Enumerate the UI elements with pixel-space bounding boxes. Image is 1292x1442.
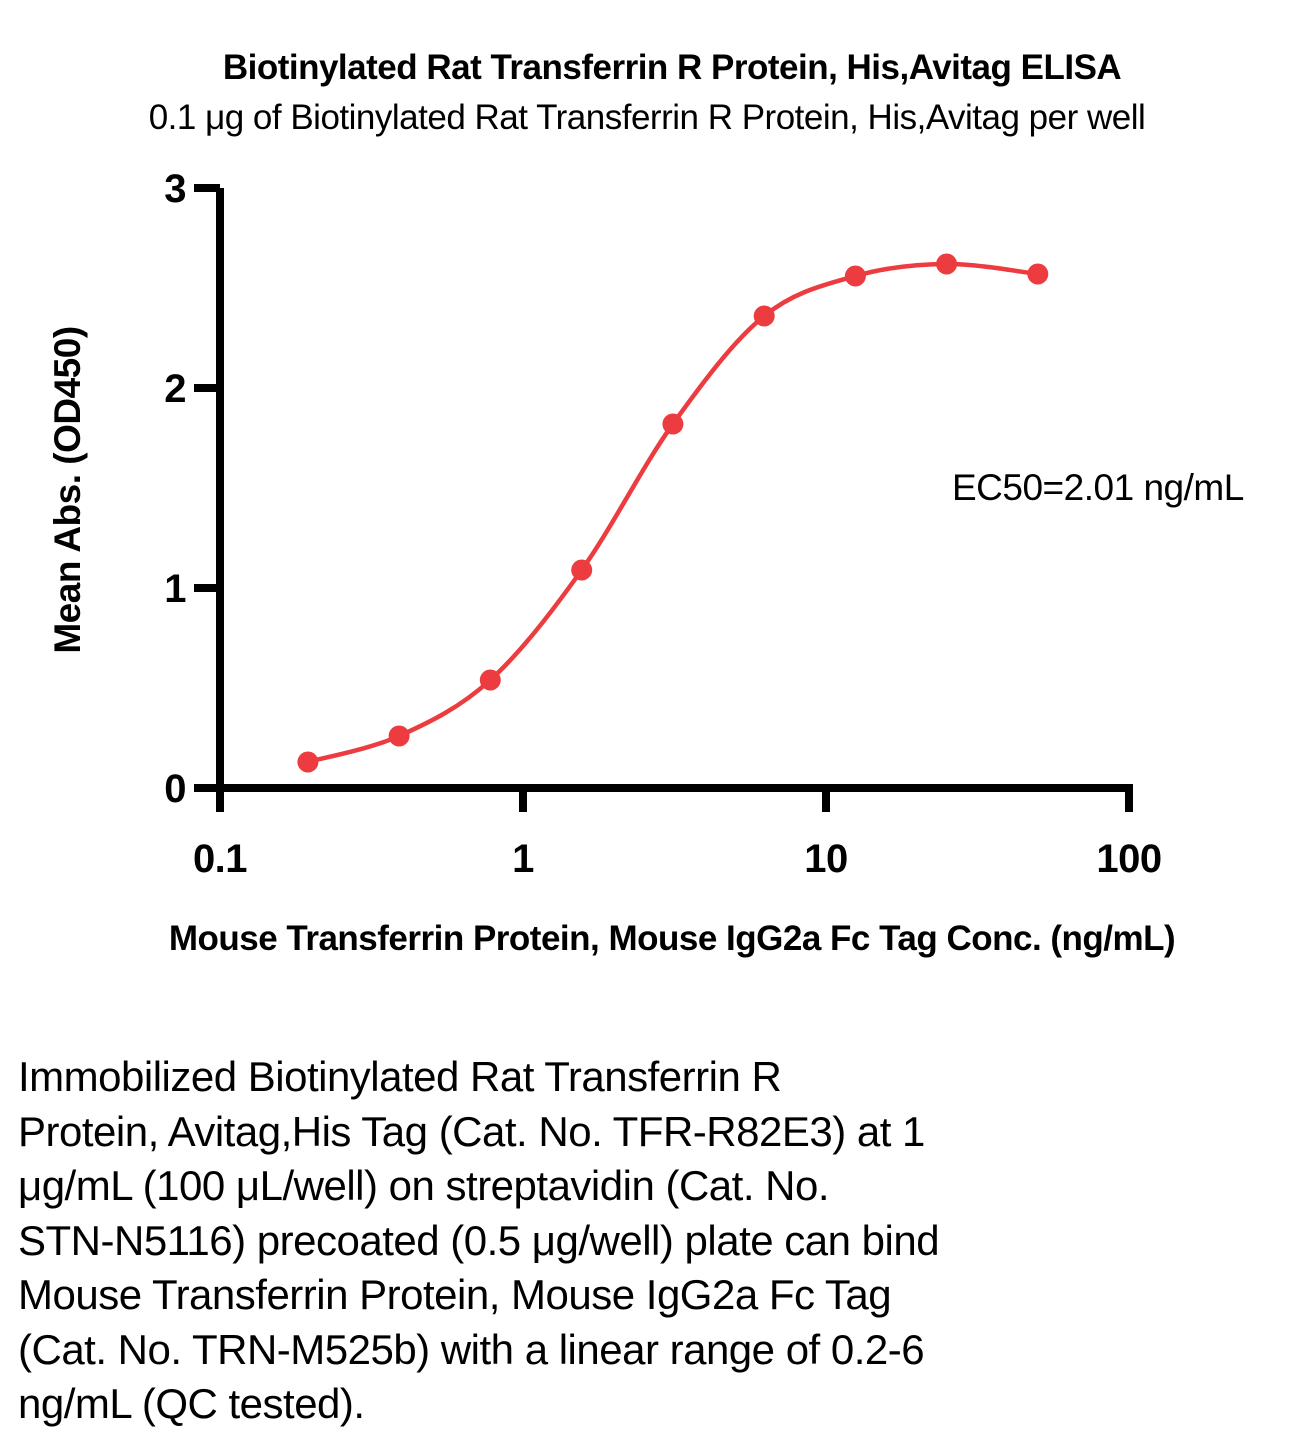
data-point bbox=[844, 265, 866, 287]
y-tick-label: 3 bbox=[164, 167, 186, 211]
ec50-annotation: EC50=2.01 ng/mL bbox=[952, 467, 1244, 508]
fit-curve bbox=[307, 261, 1039, 765]
figure-caption: Immobilized Biotinylated Rat Transferrin… bbox=[18, 1050, 940, 1432]
x-tick-label: 100 bbox=[1096, 837, 1161, 881]
data-point bbox=[388, 725, 410, 747]
data-point bbox=[297, 751, 319, 773]
y-tick-label: 1 bbox=[164, 567, 186, 611]
elisa-dose-response-chart: 0 1 2 3 0.1 1 10 100 EC50=2.01 ng/mL Mouse Transf… bbox=[47, 167, 1244, 958]
x-tick-label: 0.1 bbox=[193, 837, 247, 881]
caption-line: ng/mL (QC tested). bbox=[18, 1380, 365, 1427]
data-point bbox=[479, 669, 501, 691]
caption-line: Immobilized Biotinylated Rat Transferrin… bbox=[18, 1053, 782, 1100]
data-point bbox=[936, 253, 958, 275]
x-tick-label: 1 bbox=[512, 837, 534, 881]
caption-line: μg/mL (100 μL/well) on streptavidin (Cat… bbox=[18, 1162, 830, 1209]
data-point bbox=[571, 559, 593, 581]
y-tick-label: 2 bbox=[164, 367, 186, 411]
caption-line: STN-N5116) precoated (0.5 μg/well) plate… bbox=[18, 1216, 940, 1264]
data-point bbox=[753, 305, 775, 327]
chart-subtitle: 0.1 μg of Biotinylated Rat Transferrin R… bbox=[148, 98, 1146, 137]
x-tick-label: 10 bbox=[804, 837, 848, 881]
chart-title: Biotinylated Rat Transferrin R Protein, … bbox=[222, 48, 1122, 87]
x-axis-title: Mouse Transferrin Protein, Mouse IgG2a F… bbox=[169, 919, 1175, 958]
data-point bbox=[1027, 263, 1049, 285]
data-point bbox=[662, 413, 684, 435]
caption-line: Mouse Transferrin Protein, Mouse IgG2a F… bbox=[18, 1271, 892, 1318]
caption-line: (Cat. No. TRN-M525b) with a linear range… bbox=[18, 1325, 925, 1373]
y-axis-title: Mean Abs. (OD450) bbox=[47, 326, 88, 653]
caption-line: Protein, Avitag,His Tag (Cat. No. TFR-R8… bbox=[18, 1107, 925, 1155]
y-tick-label: 0 bbox=[164, 767, 186, 811]
